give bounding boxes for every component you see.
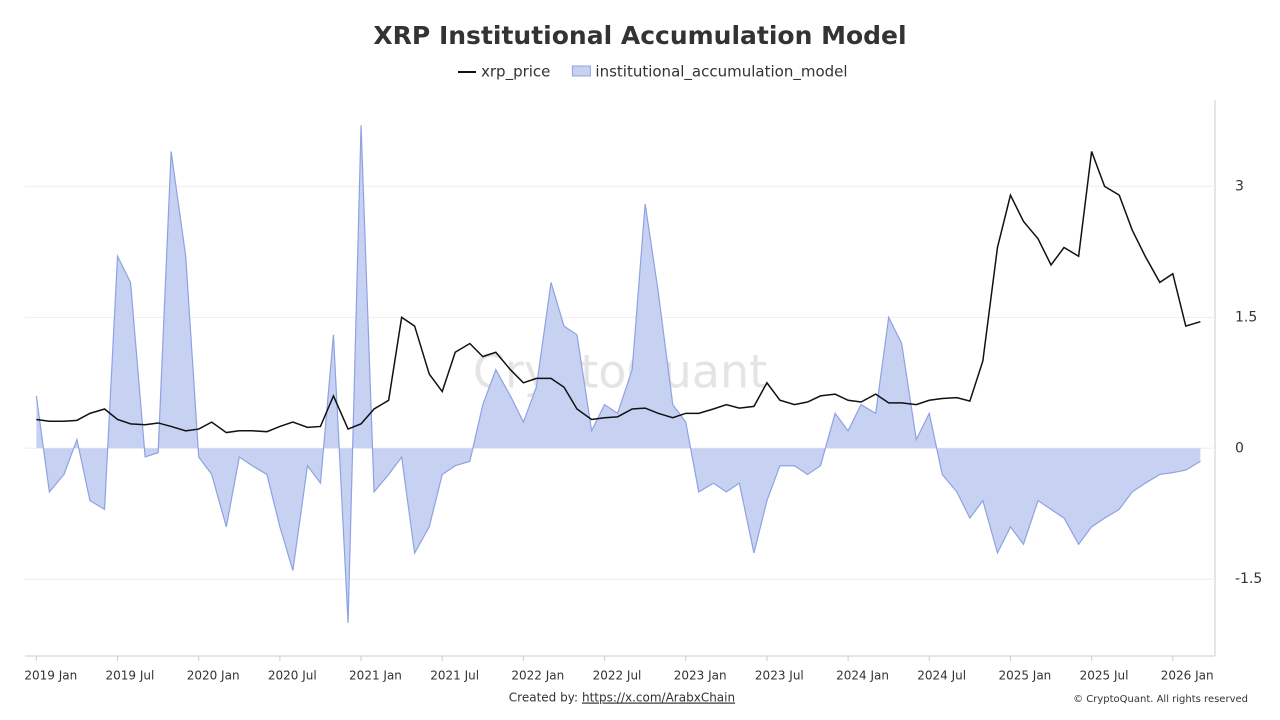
x-tick-label: 2023 Jan	[674, 669, 727, 683]
legend-swatch	[571, 65, 591, 77]
x-tick-label: 2020 Jul	[268, 669, 317, 683]
footer-link[interactable]: https://x.com/ArabxChain	[582, 691, 735, 705]
y-tick-label: 0	[1235, 440, 1244, 456]
x-tick-label: 2021 Jan	[349, 669, 402, 683]
area-edge	[35, 125, 1201, 623]
x-tick-label: 2025 Jan	[998, 669, 1051, 683]
x-tick-label: 2019 Jul	[106, 669, 155, 683]
x-tick-label: 2019 Jan	[24, 669, 77, 683]
x-tick-label: 2024 Jan	[836, 669, 889, 683]
footer-created: Created by:	[509, 691, 578, 705]
price-line	[36, 151, 1201, 434]
legend-label: institutional_accumulation_model	[595, 63, 847, 82]
y-tick-label: 1.5	[1235, 309, 1257, 325]
x-tick-label: 2025 Jul	[1080, 669, 1129, 683]
copyright: © CryptoQuant. All rights reserved	[1073, 694, 1248, 705]
x-tick-label: 2026 Jan	[1161, 669, 1214, 683]
x-tick-label: 2023 Jul	[755, 669, 804, 683]
chart-title: XRP Institutional Accumulation Model	[373, 21, 906, 50]
x-tick-label: 2022 Jul	[593, 669, 642, 683]
y-tick-label: 3	[1235, 178, 1244, 194]
watermark: CryptoQuant	[473, 345, 767, 399]
y-tick-label: -1.5	[1235, 571, 1262, 587]
x-tick-label: 2022 Jan	[511, 669, 564, 683]
x-tick-label: 2020 Jan	[187, 669, 240, 683]
x-tick-label: 2024 Jul	[917, 669, 966, 683]
legend-label: xrp_price	[481, 63, 550, 82]
x-tick-label: 2021 Jul	[430, 669, 479, 683]
